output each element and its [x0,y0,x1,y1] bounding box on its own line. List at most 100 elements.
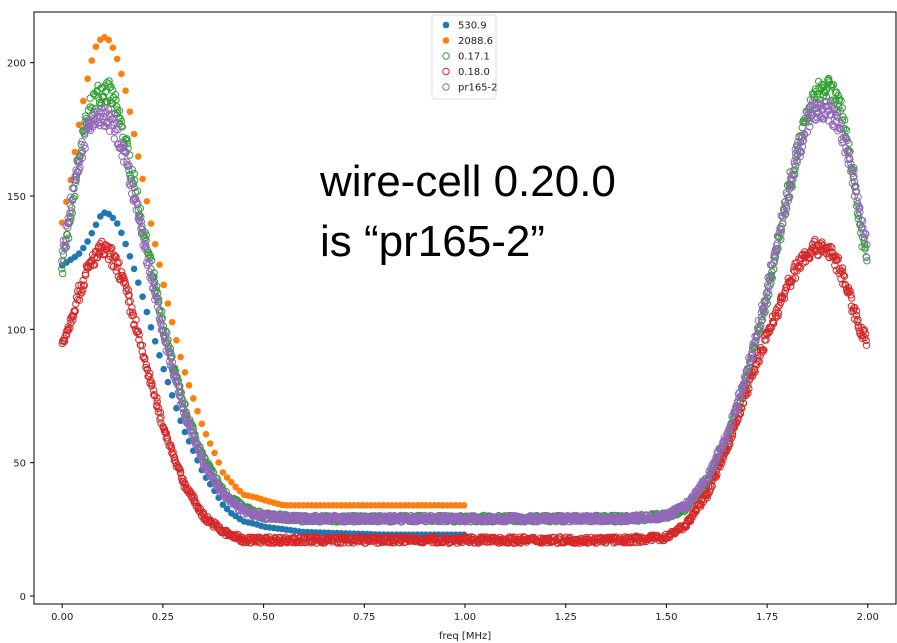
data-point [115,258,123,267]
data-point [838,264,847,272]
data-point [861,230,869,238]
data-point [791,145,799,154]
data-point [164,378,172,386]
data-point [781,287,790,295]
data-point [81,144,89,153]
data-point [834,113,842,122]
data-point [768,261,776,269]
data-point [160,365,167,373]
data-point [146,252,155,260]
data-point [130,183,139,192]
data-point [755,357,763,366]
data-point [110,135,119,143]
data-point [827,99,836,107]
data-point [789,266,798,274]
data-point [166,348,174,357]
data-point [151,338,159,345]
data-point [160,335,169,343]
data-point [219,501,227,509]
data-point [460,502,468,509]
data-point [160,281,167,289]
data-point [59,236,67,245]
data-point [175,388,184,396]
data-point [708,482,716,490]
data-point [194,407,201,415]
data-point [113,263,121,271]
data-point [787,282,795,291]
legend: 530.9 2088.6 0.17.1 0.18.0 pr165-2 [431,14,498,100]
data-point [124,286,133,294]
data-point [58,247,67,255]
data-point [733,402,742,411]
data-point [151,240,159,248]
data-point [98,104,106,112]
data-point [107,244,116,252]
data-point [745,354,753,362]
legend-marker [442,37,450,44]
data-point [123,135,131,143]
data-point [88,57,96,64]
data-point [137,218,146,226]
data-point [71,192,79,201]
data-point [75,296,84,304]
data-point [168,358,177,366]
data-point [92,43,100,50]
data-point [168,392,176,399]
data-point [121,280,130,288]
data-point [113,55,121,63]
data-point [846,287,854,295]
data-point [834,256,842,264]
data-point [163,434,172,442]
data-point [743,365,752,373]
data-point [732,406,740,414]
data-point [149,386,158,394]
data-point [846,155,854,163]
data-point [727,419,735,428]
data-point [154,404,163,413]
series-pr165-2 [58,97,871,526]
data-point [694,488,702,496]
data-point [92,221,100,229]
data-point [126,174,135,182]
data-point [168,449,176,457]
data-point [101,104,109,112]
data-point [846,147,854,156]
data-point [758,316,766,324]
data-point [818,238,826,246]
data-point [130,130,138,138]
data-point [734,416,742,424]
y-tick-label: 200 [7,59,26,70]
data-point [741,377,750,386]
data-point [852,311,861,320]
data-point [726,426,734,434]
y-tick-label: 0 [20,592,26,603]
data-point [765,328,774,336]
data-point [184,485,192,493]
data-point [173,380,181,388]
data-point [125,161,133,170]
data-point [856,204,864,212]
data-point [849,173,857,182]
data-point [736,393,744,401]
data-point [153,303,162,311]
data-point [763,288,771,297]
data-point [58,257,66,265]
data-point [174,382,183,390]
data-point [79,281,88,289]
data-point [860,233,869,242]
data-point [228,478,235,486]
x-tick-label: 0.75 [353,612,375,623]
data-point [848,165,856,173]
data-point [91,120,99,128]
data-point [787,278,796,286]
data-point [164,345,173,353]
data-point [78,154,87,162]
data-point [144,254,152,262]
data-point [67,207,75,215]
data-point [202,430,210,438]
data-point [854,193,862,201]
series-2088.6 [58,34,468,509]
data-point [757,317,765,325]
data-point [821,88,829,96]
data-point [76,163,84,171]
